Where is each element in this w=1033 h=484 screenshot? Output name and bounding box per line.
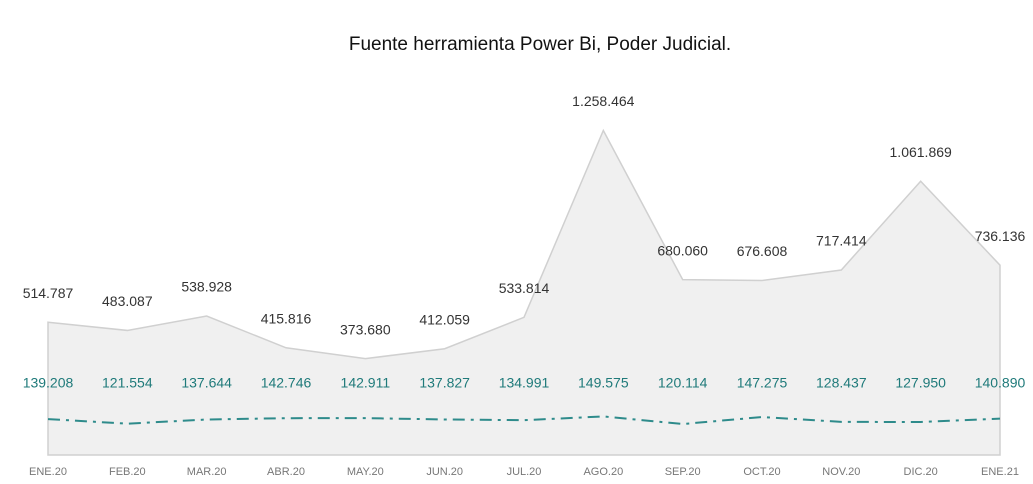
data-label: 483.087 [102,293,153,309]
data-label: 137.644 [181,375,232,391]
data-label: 717.414 [816,233,867,249]
data-label: 134.991 [499,375,550,391]
x-tick-label: JUN.20 [426,466,463,478]
data-label: 514.787 [23,285,74,301]
data-label: 1.061.869 [890,144,952,160]
data-label: 120.114 [658,375,708,391]
x-tick-label: JUL.20 [507,466,542,478]
data-label: 1.258.464 [572,93,634,109]
data-label: 140.890 [975,375,1026,391]
x-tick-label: AGO.20 [583,466,623,478]
data-label: 676.608 [737,243,788,259]
x-tick-label: DIC.20 [904,466,938,478]
data-label: 412.059 [419,311,470,327]
area [47,128,1001,456]
x-tick-label: MAR.20 [187,466,227,478]
data-label: 128.437 [816,375,867,391]
data-label: 137.827 [419,375,470,391]
x-tick-label: MAY.20 [347,466,384,478]
x-tick-label: OCT.20 [743,466,780,478]
x-tick-label: FEB.20 [109,466,146,478]
data-label: 121.554 [102,375,153,391]
data-label: 373.680 [340,321,391,337]
line [47,415,1001,426]
data-label: 538.928 [181,279,232,295]
data-label: 533.814 [499,280,550,296]
x-tick-label: SEP.20 [665,466,701,478]
data-label: 139.208 [23,375,74,391]
chart-title: Fuente herramienta Power Bi, Poder Judic… [349,34,731,55]
x-tick-label: ABR.20 [267,466,305,478]
data-label: 142.911 [341,375,391,391]
data-label: 736.136 [975,228,1026,244]
data-label: 680.060 [657,242,708,258]
data-label: 127.950 [895,375,946,391]
x-tick-label: NOV.20 [822,466,860,478]
x-tick-label: ENE.21 [981,466,1019,478]
data-label: 147.275 [737,375,788,391]
x-tick-label: ENE.20 [29,466,67,478]
data-label: 142.746 [261,375,312,391]
data-label: 415.816 [261,310,312,326]
data-label: 149.575 [578,375,629,391]
